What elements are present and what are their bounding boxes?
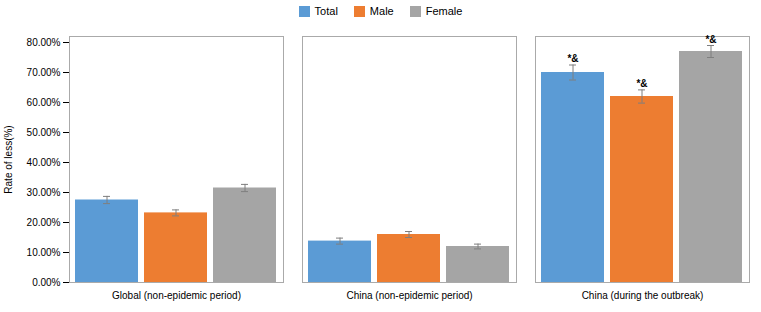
svg-text:*&: *&	[567, 53, 578, 64]
svg-text:Rate of less(%): Rate of less(%)	[3, 125, 14, 193]
svg-text:China (non-epidemic period): China (non-epidemic period)	[346, 290, 472, 301]
svg-text:50.00%: 50.00%	[27, 127, 61, 138]
html-text:Female: Female	[425, 5, 463, 17]
svg-text:30.00%: 30.00%	[27, 187, 61, 198]
svg-text:0.00%: 0.00%	[32, 277, 60, 288]
svg-text:80.00%: 80.00%	[27, 37, 61, 48]
svg-text:*&: *&	[636, 78, 647, 89]
svg-text:60.00%: 60.00%	[27, 97, 61, 108]
html-text:Total: Total	[314, 5, 338, 17]
svg-text:70.00%: 70.00%	[27, 67, 61, 78]
svg-text:Global (non-epidemic period): Global (non-epidemic period)	[112, 290, 241, 301]
svg-text:China (during the outbreak): China (during the outbreak)	[582, 290, 704, 301]
svg-text:20.00%: 20.00%	[27, 217, 61, 228]
svg-text:10.00%: 10.00%	[27, 247, 61, 258]
svg-text:*&: *&	[705, 34, 716, 45]
html-text:Male: Male	[369, 5, 394, 17]
svg-text:40.00%: 40.00%	[27, 157, 61, 168]
